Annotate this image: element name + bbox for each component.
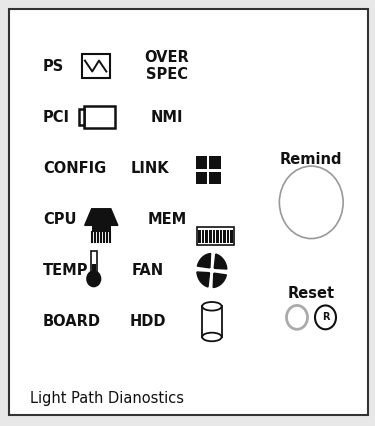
Bar [227, 230, 230, 243]
Bar [91, 251, 97, 279]
FancyBboxPatch shape [9, 9, 368, 415]
Polygon shape [197, 272, 210, 287]
Text: PCI: PCI [43, 109, 70, 125]
Bar [220, 230, 222, 243]
Ellipse shape [202, 302, 222, 311]
Bar [209, 172, 220, 184]
Bar [84, 106, 115, 128]
Text: HDD: HDD [130, 314, 166, 329]
Bar [79, 109, 84, 125]
Circle shape [209, 268, 214, 273]
Circle shape [315, 305, 336, 329]
Bar [209, 156, 220, 169]
Bar [230, 230, 233, 243]
Text: FAN: FAN [132, 263, 164, 278]
Bar [92, 225, 111, 232]
Bar [92, 264, 96, 279]
Circle shape [286, 305, 308, 329]
Bar [202, 230, 204, 243]
Bar [223, 230, 226, 243]
Bar [202, 306, 222, 337]
Text: CPU: CPU [43, 212, 76, 227]
Bar [213, 230, 215, 243]
Text: Light Path Dianostics: Light Path Dianostics [30, 391, 184, 406]
Polygon shape [214, 254, 227, 269]
Bar [196, 156, 207, 169]
Text: NMI: NMI [151, 109, 183, 125]
Circle shape [279, 166, 343, 239]
Text: TEMP: TEMP [43, 263, 88, 278]
Polygon shape [213, 273, 226, 288]
Text: MEM: MEM [147, 212, 186, 227]
Circle shape [87, 271, 100, 287]
Bar [197, 227, 234, 245]
Text: OVER
SPEC: OVER SPEC [144, 50, 189, 82]
Bar [206, 230, 208, 243]
Text: Reset: Reset [288, 286, 335, 302]
Text: CONFIG: CONFIG [43, 161, 106, 176]
Text: Remind: Remind [280, 152, 342, 167]
Polygon shape [85, 209, 118, 225]
Bar [209, 230, 212, 243]
Text: LINK: LINK [130, 161, 170, 176]
Text: R: R [322, 312, 329, 322]
Ellipse shape [202, 333, 222, 341]
Text: BOARD: BOARD [43, 314, 101, 329]
Text: PS: PS [43, 58, 64, 74]
Bar [198, 230, 201, 243]
Bar [82, 54, 110, 78]
Polygon shape [197, 253, 211, 268]
Bar [216, 230, 219, 243]
Bar [196, 172, 207, 184]
